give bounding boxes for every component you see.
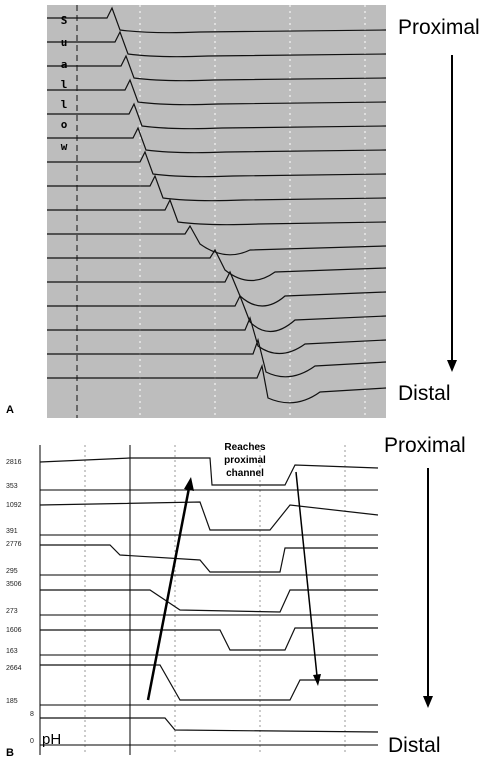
arrow-head bbox=[184, 477, 194, 491]
channel-min: 163 bbox=[6, 648, 18, 655]
top-label: Proximal bbox=[398, 16, 480, 39]
swallow-letter: u bbox=[61, 36, 68, 49]
arrow-head bbox=[313, 674, 321, 686]
bottom-label: Distal bbox=[398, 382, 451, 405]
swallow-letter: o bbox=[61, 118, 68, 131]
channel-max: 2664 bbox=[6, 665, 22, 672]
swallow-letter: l bbox=[61, 78, 68, 91]
arrow-head bbox=[447, 360, 457, 372]
arrow bbox=[295, 471, 318, 677]
swallow-letter: a bbox=[61, 58, 68, 71]
panel-label: B bbox=[6, 747, 14, 759]
arrow bbox=[146, 487, 191, 701]
channel-min: 273 bbox=[6, 608, 18, 615]
channel-separators bbox=[40, 489, 378, 746]
annotation: Reaches bbox=[224, 442, 266, 453]
channel-min: 353 bbox=[6, 483, 18, 490]
channel-max: 1092 bbox=[6, 502, 22, 509]
swallow-letter: w bbox=[61, 140, 68, 153]
panel-b: 2816 353 1092 391 2776 295 3506 273 1606… bbox=[6, 434, 466, 759]
channel-max: 2816 bbox=[6, 459, 22, 466]
channel-max: 2776 bbox=[6, 541, 22, 548]
trace-background bbox=[47, 5, 386, 418]
swallow-letter: S bbox=[61, 14, 68, 27]
time-grid bbox=[84, 445, 346, 755]
top-label: Proximal bbox=[384, 434, 466, 457]
channel-min: 185 bbox=[6, 698, 18, 705]
annotation: channel bbox=[226, 468, 264, 479]
impedance-traces bbox=[39, 457, 379, 733]
panel-label: A bbox=[6, 404, 14, 416]
channel-max: 1606 bbox=[6, 627, 22, 634]
channel-min: 295 bbox=[6, 568, 18, 575]
swallow-letter: l bbox=[61, 98, 68, 111]
arrow-head bbox=[423, 696, 433, 708]
channel-min: 391 bbox=[6, 528, 18, 535]
channel-max: 3506 bbox=[6, 581, 22, 588]
ph-label: pH bbox=[42, 731, 61, 748]
ph-max: 8 bbox=[30, 711, 34, 718]
annotation: proximal bbox=[224, 455, 266, 466]
bottom-label: Distal bbox=[388, 734, 441, 757]
ph-min: 0 bbox=[30, 738, 34, 745]
panel-a: S u a l l o w Proximal Distal A bbox=[6, 5, 480, 418]
pressure-traces bbox=[47, 6, 387, 404]
